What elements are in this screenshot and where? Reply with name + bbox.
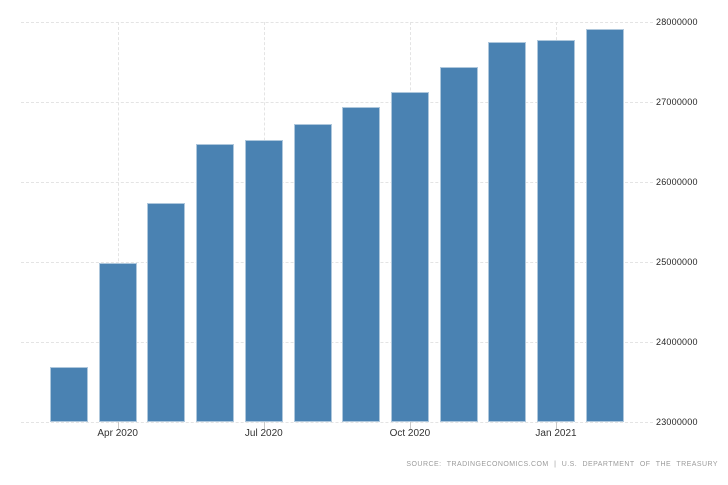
x-axis-tick	[409, 422, 411, 429]
x-axis-tick	[117, 422, 119, 429]
x-axis-label: Jul 2020	[244, 428, 283, 439]
bar-apr-2020[interactable]	[98, 262, 137, 422]
bar-mar-2020[interactable]	[50, 366, 88, 422]
bar-dec-2020[interactable]	[488, 42, 527, 422]
y-axis-label: 24000000	[656, 337, 698, 347]
bar-jan-2021[interactable]	[537, 39, 575, 422]
bar-nov-2020[interactable]	[439, 66, 478, 422]
y-gridline	[21, 342, 653, 343]
x-axis-tick	[263, 422, 265, 429]
bar-oct-2020[interactable]	[390, 91, 429, 422]
x-gridline	[117, 22, 119, 422]
y-axis-label: 28000000	[656, 17, 698, 27]
y-axis-label: 26000000	[656, 177, 698, 187]
bar-jul-2020[interactable]	[244, 140, 283, 422]
source-attribution: SOURCE: TRADINGECONOMICS.COM | U.S. DEPA…	[406, 461, 718, 468]
bar-feb-2021[interactable]	[585, 29, 624, 422]
y-axis-label: 23000000	[656, 417, 698, 427]
x-axis-label: Jan 2021	[535, 428, 577, 439]
y-axis-label: 25000000	[656, 257, 698, 267]
y-gridline	[21, 102, 653, 103]
y-axis-label: 27000000	[656, 97, 698, 107]
y-gridline	[21, 22, 653, 23]
x-axis-label: Apr 2020	[97, 428, 138, 439]
x-axis-label: Oct 2020	[389, 428, 431, 439]
bar-jun-2020[interactable]	[196, 144, 235, 422]
y-gridline	[21, 422, 653, 423]
y-gridline	[21, 182, 653, 183]
bar-may-2020[interactable]	[147, 202, 186, 422]
bar-aug-2020[interactable]	[293, 123, 332, 422]
y-gridline	[21, 262, 653, 263]
bar-sep-2020[interactable]	[342, 106, 381, 422]
x-axis-tick	[556, 422, 557, 429]
